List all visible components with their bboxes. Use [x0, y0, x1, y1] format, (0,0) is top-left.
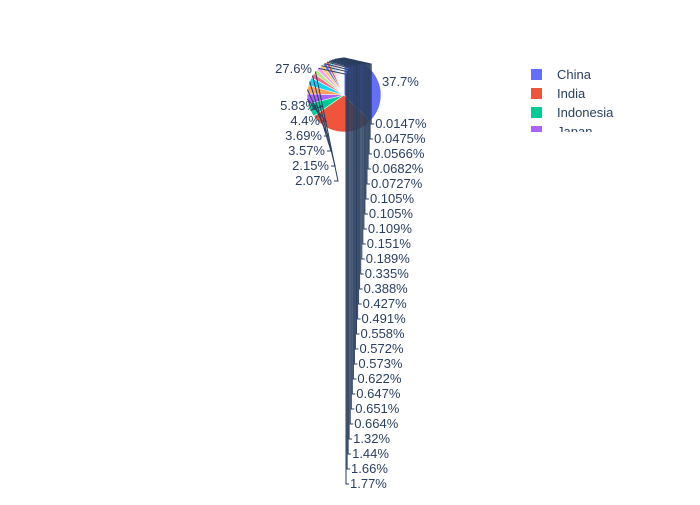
slice-label: 3.69% — [285, 128, 322, 143]
slice-label: 0.0475% — [374, 131, 426, 146]
slice-label: 1.32% — [353, 431, 390, 446]
legend-items: China India Indonesia Japan — [531, 67, 614, 139]
slice-label: 0.622% — [357, 371, 402, 386]
slice-label: 5.83% — [280, 98, 317, 113]
slice-label: 0.0727% — [371, 176, 423, 191]
legend-label: India — [557, 86, 586, 101]
slice-label: 0.558% — [361, 326, 406, 341]
slice-label: 1.77% — [350, 476, 387, 491]
slice-label: 1.66% — [351, 461, 388, 476]
slice-label: 1.44% — [352, 446, 389, 461]
slice-label: 27.6% — [275, 61, 312, 76]
slice-label: 0.664% — [354, 416, 399, 431]
slice-label: 0.0566% — [373, 146, 425, 161]
legend-swatch — [531, 88, 542, 99]
legend-item-china[interactable]: China — [531, 67, 592, 82]
slice-label: 0.651% — [355, 401, 400, 416]
legend-item-indonesia[interactable]: Indonesia — [531, 105, 614, 120]
slice-label: 2.15% — [292, 158, 329, 173]
slice-label: 0.572% — [359, 341, 404, 356]
slice-label: 0.105% — [369, 206, 414, 221]
slice-label: 0.573% — [358, 356, 403, 371]
legend-swatch — [531, 107, 542, 118]
slice-label: 0.105% — [370, 191, 415, 206]
slice-label: 0.388% — [364, 281, 409, 296]
legend-item-japan[interactable]: Japan — [531, 124, 592, 139]
legend-swatch — [531, 126, 542, 137]
slice-label: 0.0682% — [372, 161, 424, 176]
slice-label: 0.189% — [366, 251, 411, 266]
legend-item-india[interactable]: India — [531, 86, 586, 101]
legend-label: Japan — [557, 124, 592, 139]
slice-label: 0.491% — [362, 311, 407, 326]
slice-label: 0.335% — [365, 266, 410, 281]
slice-label: 0.647% — [356, 386, 401, 401]
slice-label: 0.0147% — [375, 116, 427, 131]
slice-label: 4.4% — [290, 113, 320, 128]
legend[interactable]: China India Indonesia Japan — [531, 67, 614, 139]
slice-label: 0.427% — [363, 296, 408, 311]
legend-label: Indonesia — [557, 105, 614, 120]
slice-label: 0.109% — [368, 221, 413, 236]
slice-label: 3.57% — [288, 143, 325, 158]
slice-label: 0.151% — [367, 236, 412, 251]
slice-label: 37.7% — [382, 74, 419, 89]
legend-swatch — [531, 69, 542, 80]
legend-label: China — [557, 67, 592, 82]
slice-label: 2.07% — [295, 173, 332, 188]
